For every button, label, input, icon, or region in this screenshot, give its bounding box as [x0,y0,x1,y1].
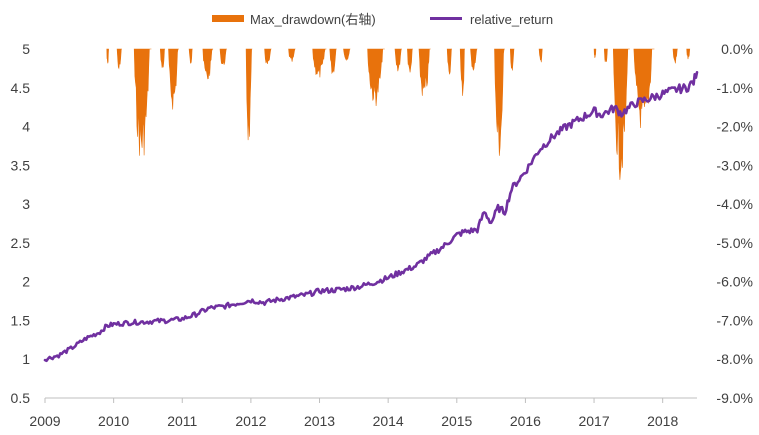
legend-label-return: relative_return [470,12,553,27]
y-left-tick-label: 1 [22,351,30,367]
drawdown-episode [538,48,543,63]
relative-return-series [43,71,699,363]
y-left-tick-label: 1.5 [11,312,31,328]
y-axis-left: 0.5 1 1.5 2 2.5 3 3.5 4 4.5 5 [11,41,31,406]
legend: Max_drawdown(右轴) relative_return [212,12,553,27]
y-left-tick-label: 0.5 [11,390,31,406]
x-tick-label: 2014 [373,413,404,429]
y-right-tick-label: -7.0% [716,312,753,328]
drawdown-episode [509,48,515,71]
y-right-tick-label: -5.0% [716,235,753,251]
drawdown-area [106,48,691,180]
y-right-tick-label: -9.0% [716,390,753,406]
drawdown-episode [245,48,253,141]
y-left-tick-label: 5 [22,41,30,57]
drawdown-episode [446,48,452,75]
drawdown-episode [470,48,478,71]
drawdown-episode [367,48,385,107]
x-tick-label: 2010 [98,413,129,429]
x-axis-ticks: 2009 2010 2011 2012 2013 2014 2015 2016 2017 2018 [29,398,678,429]
drawdown-episode [593,48,597,58]
y-right-tick-label: -1.0% [716,80,753,96]
drawdown-episode [603,48,608,62]
drawdown-episode [188,48,193,64]
legend-label-drawdown: Max_drawdown(右轴) [250,12,376,27]
drawdown-episode [394,48,402,72]
drawdown-episode [494,48,505,156]
drawdown-episode [329,48,337,75]
drawdown-episode [633,48,655,129]
drawdown-episode [168,48,179,110]
drawdown-episode [264,48,272,64]
x-tick-label: 2017 [578,413,609,429]
drawdown-episode [418,48,431,96]
y-left-tick-label: 2 [22,274,30,290]
relative-return-line [43,71,699,363]
y-left-tick-label: 4 [22,119,30,135]
drawdown-episode [459,48,465,96]
drawdown-episode [288,48,296,62]
x-tick-label: 2015 [441,413,472,429]
x-tick-label: 2016 [510,413,541,429]
y-left-tick-label: 2.5 [11,235,31,251]
y-left-tick-label: 3.5 [11,157,31,173]
drawdown-episode [219,48,227,65]
drawdown-episode [116,48,122,70]
drawdown-episode [159,48,166,68]
drawdown-episode [672,48,678,64]
y-right-tick-label: -2.0% [716,119,753,135]
drawdown-episode [686,48,691,60]
x-tick-label: 2011 [167,413,197,429]
drawdown-episode [312,48,327,78]
x-tick-label: 2009 [29,413,60,429]
y-right-tick-label: 0.0% [721,41,753,57]
x-tick-label: 2012 [235,413,266,429]
y-right-tick-label: -4.0% [716,196,753,212]
y-axis-right: 0.0% -1.0% -2.0% -3.0% -4.0% -5.0% -6.0% -7.0% -… [716,41,753,406]
y-right-tick-label: -6.0% [716,274,753,290]
legend-swatch-drawdown [212,15,244,22]
drawdown-episode [407,48,413,73]
drawdown-episode [106,48,109,64]
y-right-tick-label: -3.0% [716,157,753,173]
y-left-tick-label: 4.5 [11,80,31,96]
drawdown-episode [343,48,351,61]
x-tick-label: 2013 [304,413,335,429]
x-tick-label: 2018 [647,413,678,429]
drawdown-episode [133,48,152,156]
drawdown-episode [202,48,214,80]
y-right-tick-label: -8.0% [716,351,753,367]
y-left-tick-label: 3 [22,196,30,212]
